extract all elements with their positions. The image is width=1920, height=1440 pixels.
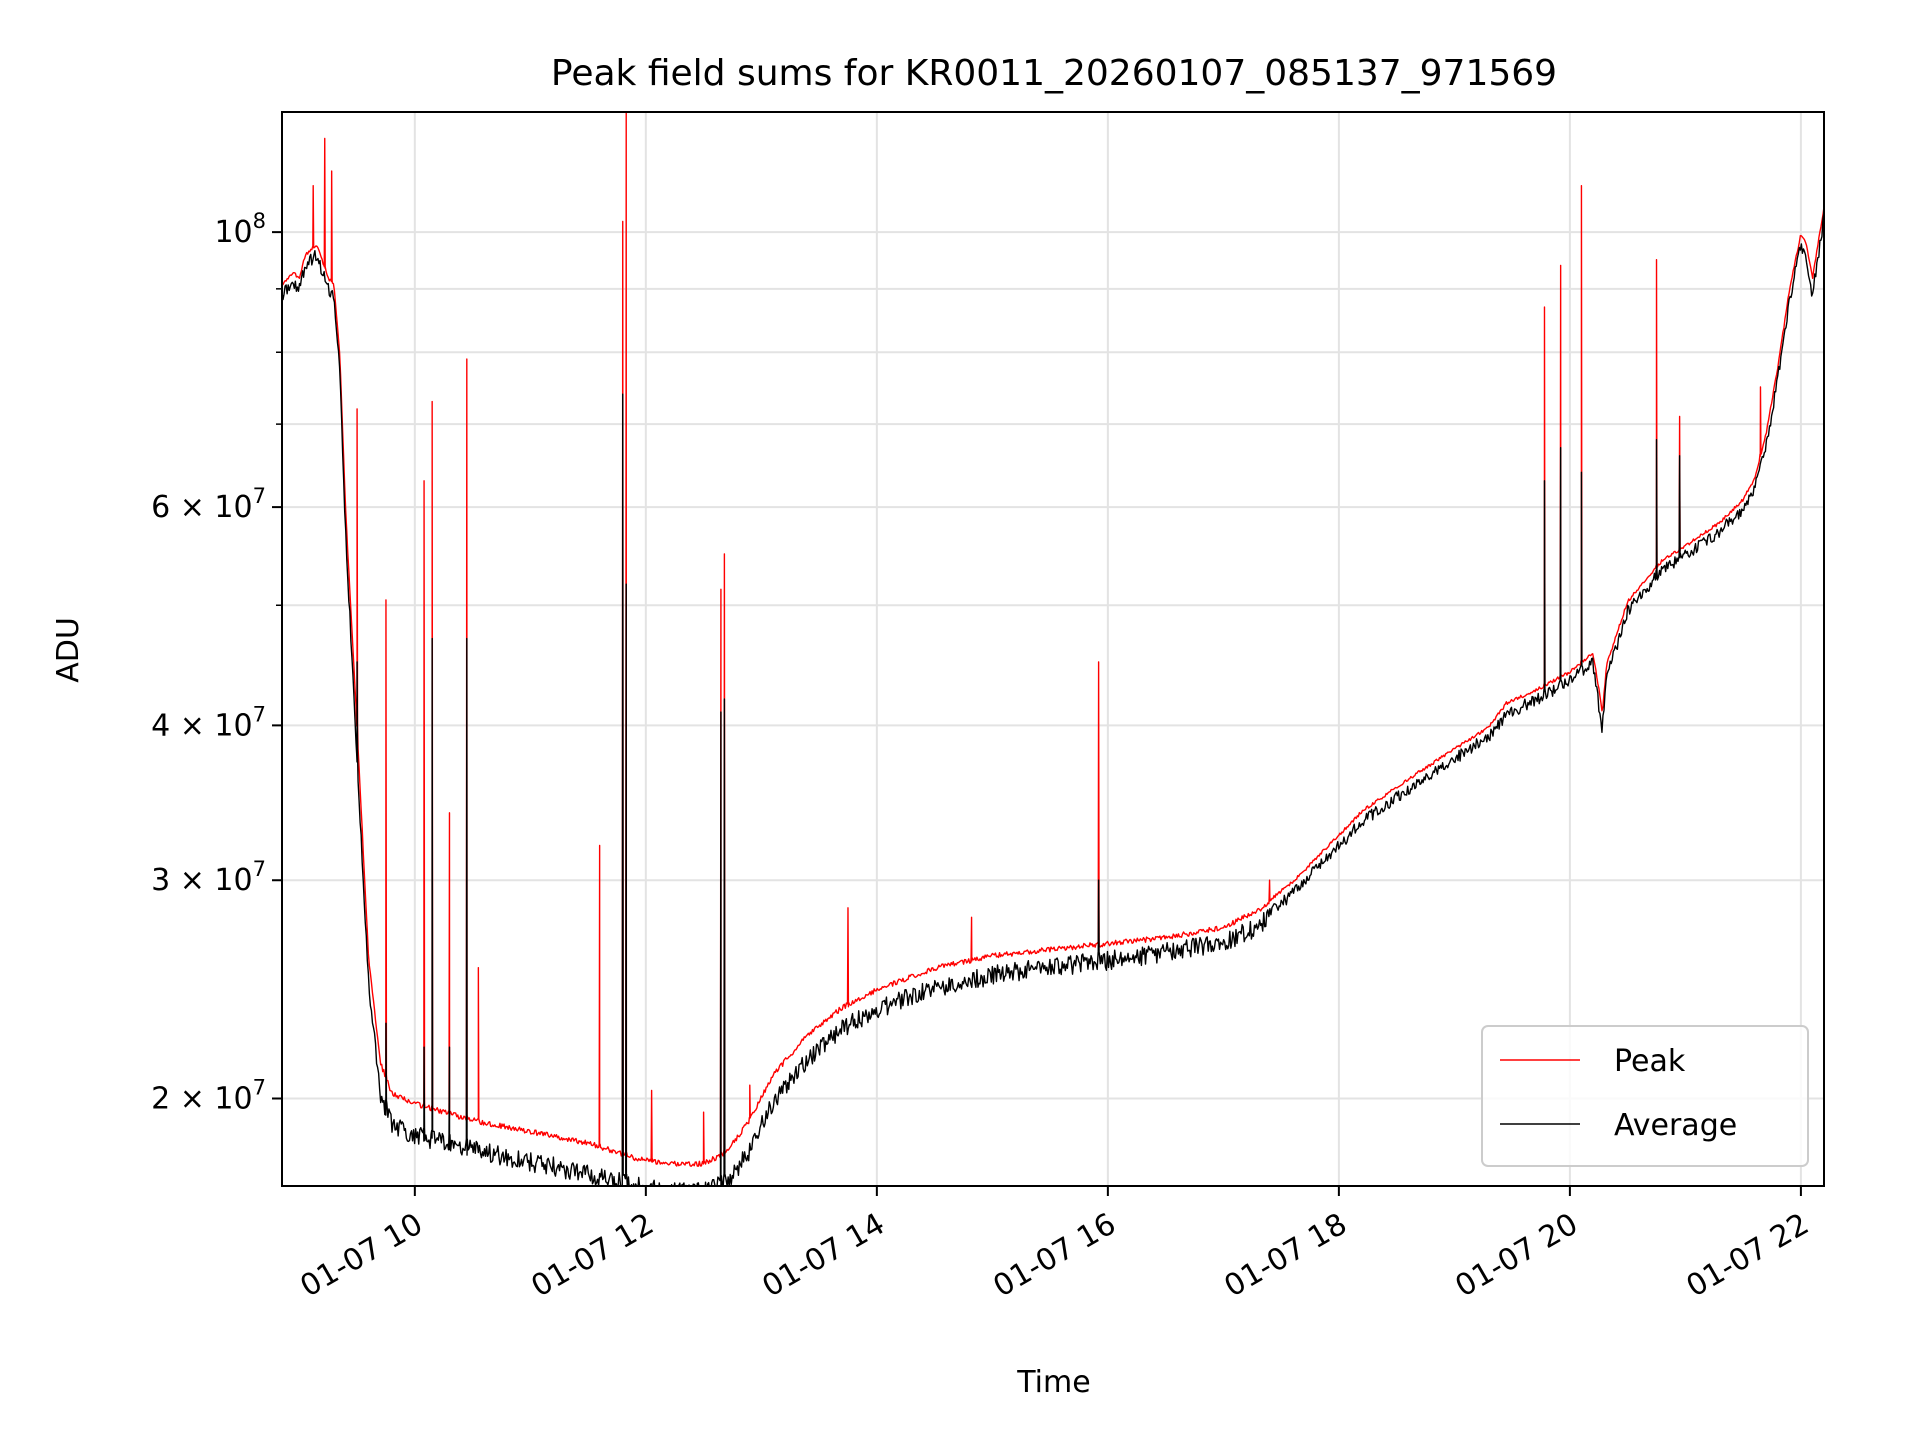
series-layer [282,112,1824,1186]
legend-box [1481,1025,1809,1167]
plot-frame [281,111,1825,1187]
series-line-peak [282,112,1824,1167]
grid [282,112,1824,1186]
series-line-average [282,212,1824,1186]
y-tick-label: 4 × 107 [151,702,266,743]
y-axis-label: ADU [51,617,86,683]
chart-title: Peak field sums for KR0011_20260107_0851… [551,53,1557,94]
legend-label-average: Average [1614,1108,1737,1143]
y-tick-label: 3 × 107 [151,857,266,898]
legend: Peak Average [1481,1025,1809,1167]
x-axis-label: Time [1016,1365,1090,1400]
y-tick-label: 6 × 107 [151,484,266,525]
y-tick-label: 2 × 107 [151,1076,266,1117]
legend-label-peak: Peak [1614,1044,1686,1079]
